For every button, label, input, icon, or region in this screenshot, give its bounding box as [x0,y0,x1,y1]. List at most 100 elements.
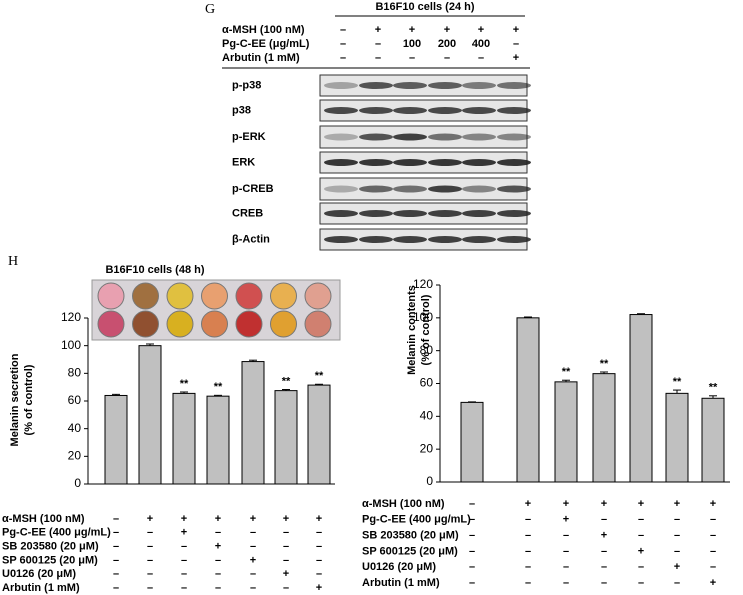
treatment-sign: – [674,577,680,589]
blot-band [393,210,427,217]
panel-label: G [205,2,215,17]
blot-title: B16F10 cells (24 h) [375,1,474,13]
treatment-sign: – [601,545,607,557]
treatment-sign: – [525,530,531,542]
bar [172,392,196,485]
blot-band [324,82,358,89]
treatment-sign: – [525,577,531,589]
y-tick-label: 60 [68,393,82,407]
treatment-sign: + [444,24,450,36]
treatment-sign: – [113,568,119,580]
treatment-sign: – [113,541,119,553]
treatment-sign: – [316,527,322,539]
blot-band [462,236,496,243]
bar [516,317,540,483]
treatment-sign: – [316,541,322,553]
blot-row-label: ERK [232,156,255,168]
well [166,310,194,338]
treatment-sign: – [710,561,716,573]
blot-band [462,185,496,193]
treatment-sign: – [113,582,119,594]
significance: ** [600,358,609,370]
treatment-sign: + [638,545,644,557]
blot-band [462,133,496,141]
blot-band [359,82,393,89]
treatment-label: SB 203580 (20 μM) [2,541,99,553]
blot-band [393,107,427,114]
significance: ** [282,375,291,387]
treatment-sign: – [601,561,607,573]
treatment-sign: – [147,582,153,594]
blot-band [497,107,531,114]
blot-band [428,133,462,141]
blot-band [359,236,393,243]
well [166,282,194,310]
treatment-label: Arbutin (1 mM) [362,577,440,589]
blot-band [428,82,462,89]
y-tick-label: 80 [420,343,434,357]
well [201,310,228,338]
treatment-sign: 200 [438,38,456,50]
treatment-sign: – [563,545,569,557]
treatment-label: SP 600125 (20 μM) [362,545,458,557]
treatment-label: α-MSH (100 nM) [222,24,305,36]
well [97,310,125,338]
blot-band [393,133,427,141]
blot-band [462,107,496,114]
treatment-sign: – [525,514,531,526]
y-tick-label: 80 [68,366,82,380]
wells-photo [91,279,341,341]
treatment-sign: – [710,530,716,542]
blot-band [393,82,427,89]
treatment-sign: – [601,577,607,589]
treatment-sign: – [638,577,644,589]
treatment-sign: – [113,527,119,539]
treatment-sign: – [113,513,119,525]
bar [629,314,653,483]
bar [104,394,128,485]
treatment-sign: – [147,554,153,566]
significance: ** [673,376,682,388]
y-tick-label: 40 [420,409,434,423]
bar [274,390,298,485]
treatment-sign: – [563,561,569,573]
well [132,282,159,310]
blot-band [359,133,393,141]
panel-label: H [8,254,18,269]
y-tick-label: 120 [413,277,433,291]
treatment-sign: – [181,582,187,594]
treatment-sign: – [215,582,221,594]
treatment-sign: – [283,541,289,553]
treatment-sign: + [525,498,531,510]
treatment-sign: – [638,514,644,526]
treatment-sign: – [469,545,475,557]
treatment-sign: – [147,568,153,580]
treatment-sign: – [316,554,322,566]
treatment-label: Pg-C-EE (400 μg/mL) [2,527,111,539]
blot-band [497,185,531,193]
y-tick-label: 20 [420,441,434,455]
treatment-sign: – [283,582,289,594]
treatment-sign: – [710,545,716,557]
treatment-sign: + [147,513,153,525]
blot-band [428,159,462,166]
blot-band [324,236,358,243]
treatment-sign: – [215,527,221,539]
treatment-sign: + [250,554,256,566]
blot-band [497,159,531,166]
bar [665,392,689,483]
y-tick-label: 20 [68,449,82,463]
blot-band [462,82,496,89]
treatment-sign: + [674,498,680,510]
treatment-sign: – [638,561,644,573]
treatment-sign: + [513,24,519,36]
blot-band [428,236,462,243]
well [235,282,263,310]
treatment-sign: 100 [403,38,421,50]
treatment-sign: + [601,530,607,542]
treatment-sign: – [181,554,187,566]
well [132,310,159,338]
blot-row-label: p-p38 [232,79,261,91]
significance: ** [562,366,571,378]
